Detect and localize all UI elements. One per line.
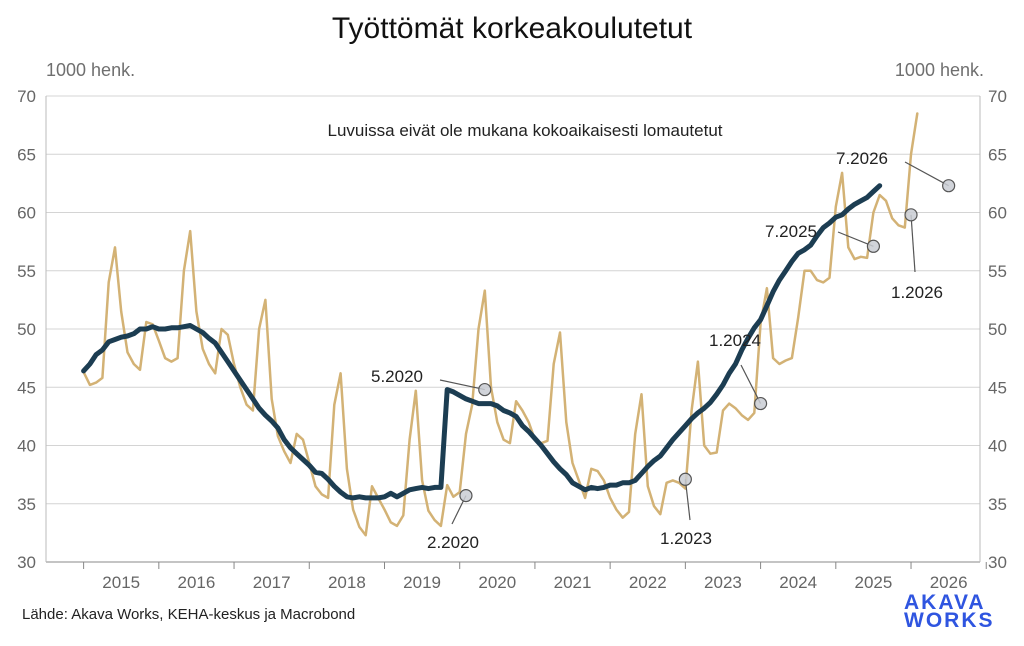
y-tick-label-left: 60 <box>17 204 36 223</box>
annotation-leader <box>910 214 916 273</box>
x-tick-label: 2018 <box>328 573 366 592</box>
annotation-label: 7.2026 <box>836 149 888 168</box>
y-tick-label-right: 40 <box>988 437 1007 456</box>
y-tick-label-left: 35 <box>17 495 36 514</box>
x-tick-label: 2024 <box>779 573 817 592</box>
y-tick-label-right: 30 <box>988 553 1007 572</box>
annotation-leader <box>904 161 949 187</box>
x-tick-label: 2020 <box>478 573 516 592</box>
annotation-leader <box>684 479 691 521</box>
y-tick-label-right: 65 <box>988 145 1007 164</box>
x-tick-label: 2015 <box>102 573 140 592</box>
annotation-label: 1.2024 <box>709 331 761 350</box>
annotation-label: 7.2025 <box>765 222 817 241</box>
chart-note: Luvuissa eivät ole mukana kokoaikaisesti… <box>328 121 723 140</box>
y-axis-unit-right: 1000 henk. <box>894 60 984 80</box>
logo-line-1: AKAVA <box>904 591 986 614</box>
y-axis-unit-left: 1000 henk. <box>46 60 136 80</box>
y-tick-label-right: 60 <box>988 204 1007 223</box>
series-line-trend <box>81 183 883 501</box>
annotation-leader <box>439 379 485 391</box>
y-tick-label-left: 55 <box>17 262 36 281</box>
x-tick-label: 2016 <box>178 573 216 592</box>
source-note: Lähde: Akava Works, KEHA-keskus ja Macro… <box>22 606 356 623</box>
annotation-marker <box>942 179 956 193</box>
annotation-marker <box>904 208 918 222</box>
x-tick-label: 2026 <box>930 573 968 592</box>
y-tick-label-left: 65 <box>17 145 36 164</box>
annotation-marker <box>459 488 473 503</box>
y-tick-label-right: 55 <box>988 262 1007 281</box>
akava-works-logo: AKAVA WORKS <box>904 591 995 632</box>
y-tick-label-left: 45 <box>17 378 36 397</box>
y-tick-label-right: 45 <box>988 378 1007 397</box>
series-line-monthly <box>82 112 919 537</box>
x-tick-label: 2025 <box>854 573 892 592</box>
y-tick-label-left: 50 <box>17 320 36 339</box>
x-tick-label: 2017 <box>253 573 291 592</box>
x-tick-label: 2021 <box>554 573 592 592</box>
logo-line-2: WORKS <box>904 609 995 632</box>
y-tick-label-left: 70 <box>17 87 36 106</box>
x-tick-label: 2019 <box>403 573 441 592</box>
chart-title: Työttömät korkeakoulutetut <box>331 12 693 45</box>
annotation-label: 1.2026 <box>891 283 943 302</box>
annotation-marker <box>678 472 692 486</box>
annotation-marker <box>478 382 492 397</box>
annotation-marker <box>753 396 768 411</box>
annotation-marker <box>866 239 881 253</box>
annotation-label: 2.2020 <box>427 533 479 552</box>
x-tick-label: 2022 <box>629 573 667 592</box>
y-tick-label-right: 35 <box>988 495 1007 514</box>
y-tick-label-right: 70 <box>988 87 1007 106</box>
annotation-label: 5.2020 <box>371 367 423 386</box>
x-tick-label: 2023 <box>704 573 742 592</box>
y-tick-label-right: 50 <box>988 320 1007 339</box>
y-tick-label-left: 30 <box>17 553 36 572</box>
annotation-label: 1.2023 <box>660 529 712 548</box>
annotation-leader <box>740 364 762 404</box>
y-tick-label-left: 40 <box>17 437 36 456</box>
